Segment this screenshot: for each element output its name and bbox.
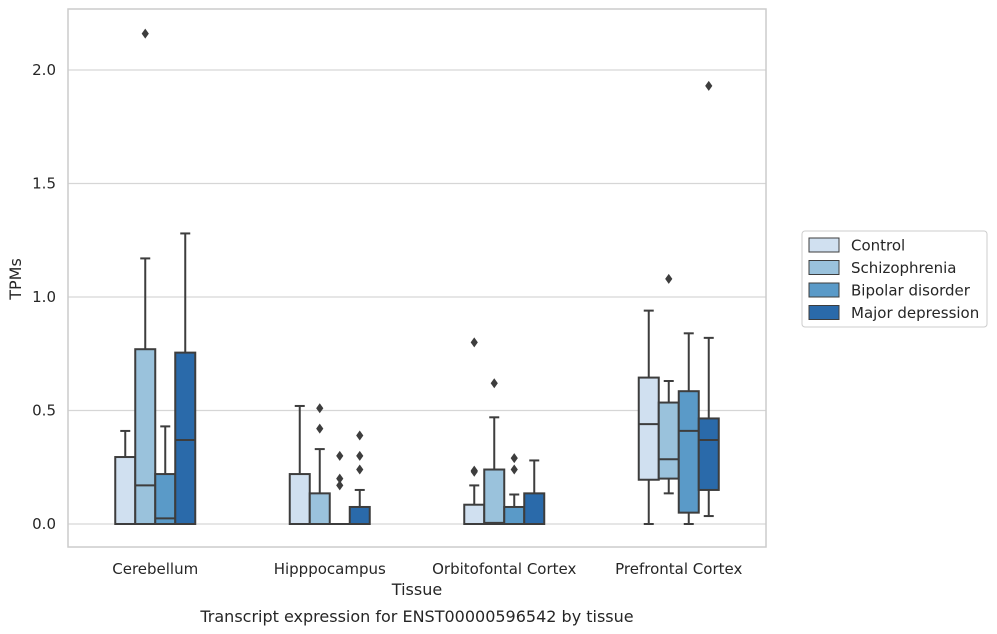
box-iqr: [463, 503, 486, 525]
outlier-point: [490, 378, 498, 389]
box-major-depression: [523, 459, 546, 526]
legend-label: Major depression: [851, 304, 979, 322]
box-iqr: [637, 376, 660, 481]
box-major-depression: [348, 430, 371, 526]
outlier-point: [470, 466, 478, 477]
box-schizophrenia: [308, 403, 331, 526]
box-control: [463, 337, 486, 525]
legend-frame: [801, 230, 988, 328]
box-iqr: [483, 468, 506, 525]
box-iqr: [308, 492, 331, 526]
outlier-point: [510, 453, 518, 464]
legend-label: Schizophrenia: [851, 259, 956, 277]
box-iqr: [134, 348, 157, 525]
outlier-point: [316, 423, 324, 434]
legend-swatch: [808, 260, 840, 275]
outlier-point: [336, 473, 344, 484]
y-tick-label: 1.5: [32, 175, 56, 193]
outlier-point: [510, 464, 518, 475]
box-iqr: [174, 351, 197, 525]
x-tick-label: Hipppocampus: [274, 560, 386, 578]
outlier-point: [356, 430, 364, 441]
y-tick-label: 2.0: [32, 61, 56, 79]
y-tick-label: 0.0: [32, 515, 56, 533]
box-control: [114, 429, 137, 525]
box-iqr: [154, 473, 177, 525]
x-tick-label: Prefrontal Cortex: [615, 560, 742, 578]
y-tick-label: 0.5: [32, 402, 56, 420]
box-iqr: [697, 417, 720, 491]
outlier-point: [316, 403, 324, 414]
outlier-point: [705, 80, 713, 91]
y-axis-label: TPMs: [6, 258, 25, 301]
plot-area: [114, 28, 720, 526]
box-schizophrenia: [483, 378, 506, 525]
outlier-point: [336, 450, 344, 461]
box-bipolar-disorder: [328, 450, 351, 526]
legend-label: Control: [851, 237, 905, 255]
box-iqr: [523, 492, 546, 526]
legend-item: Bipolar disorder: [808, 282, 971, 300]
outlier-point: [356, 450, 364, 461]
legend: Control Schizophrenia Bipolar disorder Majo…: [801, 230, 988, 328]
box-iqr: [503, 505, 526, 526]
x-axis-ticks: Cerebellum Hipppocampus Orbitofontal Corte…: [112, 560, 742, 578]
box-iqr: [657, 401, 680, 480]
legend-item: Control: [808, 237, 905, 255]
x-tick-label: Cerebellum: [112, 560, 198, 578]
x-axis-label: Tissue: [391, 580, 442, 599]
outlier-point: [141, 28, 149, 39]
outlier-point: [356, 464, 364, 475]
legend-item: Schizophrenia: [808, 259, 956, 277]
box-iqr: [348, 505, 371, 526]
box-major-depression: [174, 232, 197, 525]
outlier-point: [665, 273, 673, 284]
box-bipolar-disorder: [677, 332, 700, 525]
legend-swatch: [808, 305, 840, 320]
box-schizophrenia: [134, 28, 157, 525]
legend-item: Major depression: [808, 304, 979, 322]
legend-label: Bipolar disorder: [851, 282, 971, 300]
box-iqr: [288, 473, 311, 525]
box-iqr: [677, 390, 700, 514]
box-major-depression: [697, 80, 720, 518]
outlier-point: [470, 337, 478, 348]
y-tick-label: 1.0: [32, 288, 56, 306]
outlier-point: [336, 480, 344, 491]
legend-swatch: [808, 237, 840, 253]
chart-caption: Transcript expression for ENST0000059654…: [199, 607, 633, 626]
y-axis-ticks: 0.0 0.5 1.0 1.5 2.0: [32, 61, 56, 533]
legend-swatch: [808, 282, 840, 298]
x-tick-label: Orbitofontal Cortex: [432, 560, 576, 578]
box-iqr: [114, 456, 137, 525]
box-control: [637, 309, 660, 525]
box-schizophrenia: [657, 273, 680, 495]
box-control: [288, 404, 311, 525]
plot-frame: [67, 8, 767, 548]
box-bipolar-disorder: [154, 425, 177, 525]
box-bipolar-disorder: [503, 453, 526, 526]
